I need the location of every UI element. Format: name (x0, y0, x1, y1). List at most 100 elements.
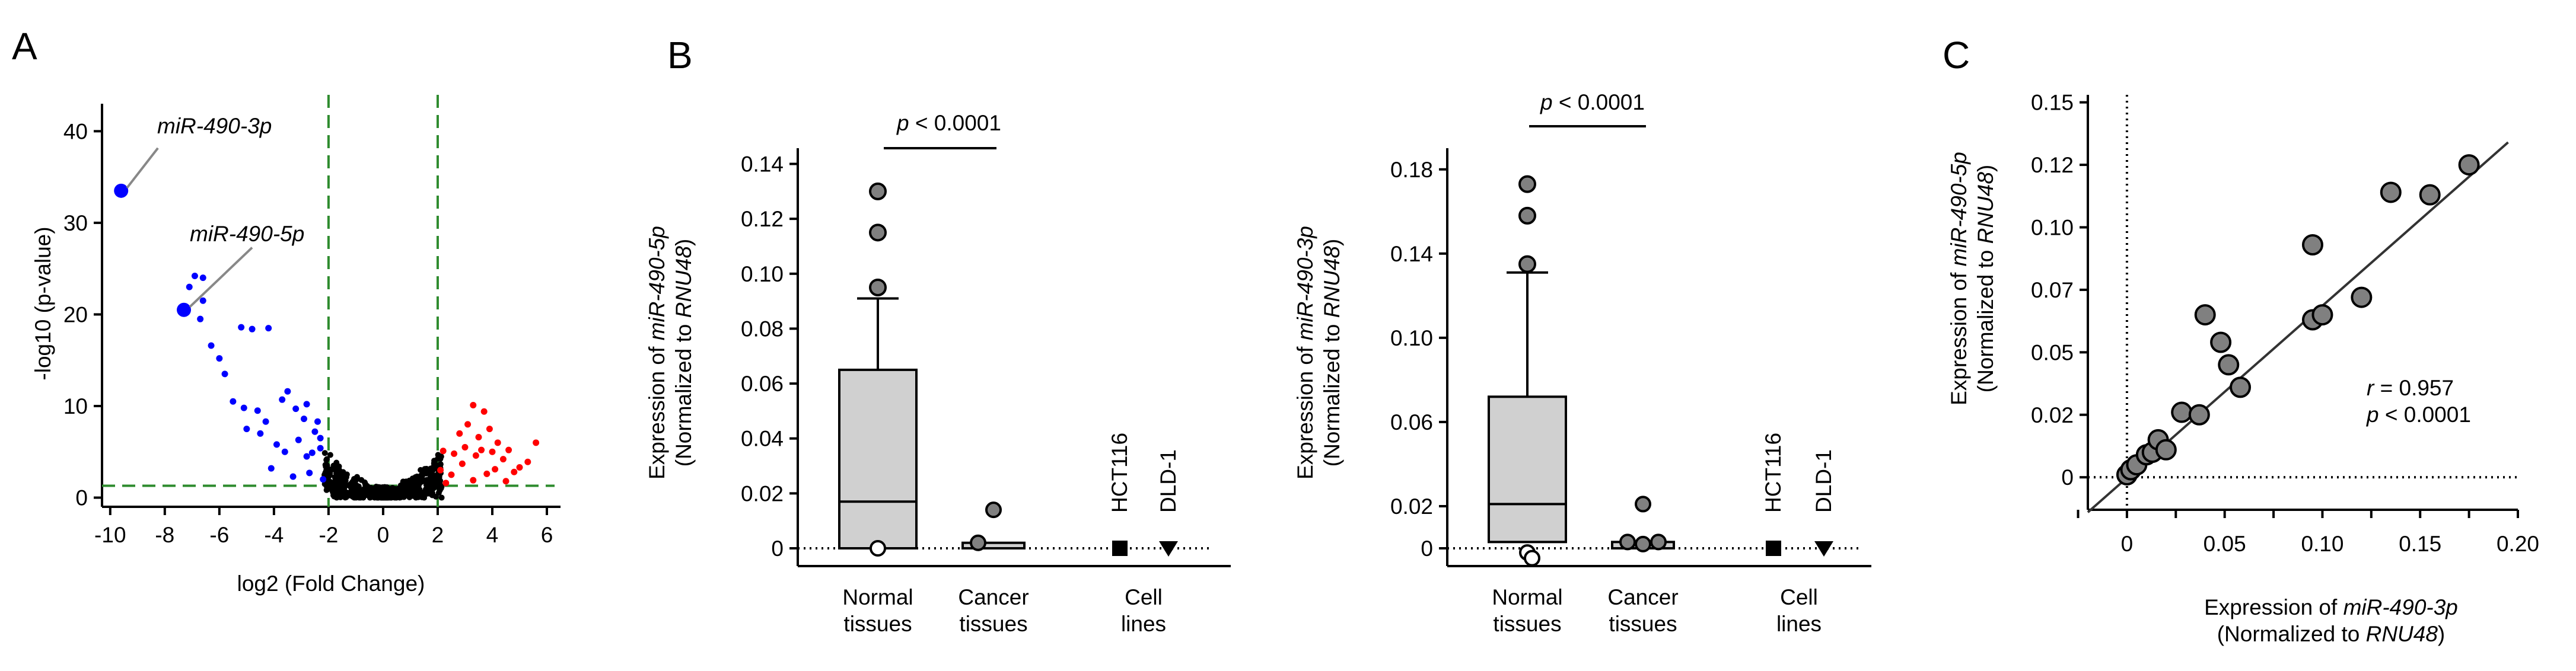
b2-y-label-line2-prefix: (Normalized to (1320, 318, 1344, 466)
volcano-point-up (492, 466, 499, 473)
c-y-tick-label: 0.02 (2031, 403, 2074, 427)
c-y-tick-label: 0.05 (2031, 340, 2074, 365)
b1-y-label-line2-suffix: ) (671, 239, 696, 246)
volcano-point-down (197, 315, 204, 322)
c-data-point (2230, 376, 2252, 398)
b2-hct116-label: HCT116 (1761, 433, 1785, 513)
panel-label-c: C (1943, 34, 1970, 76)
volcano-y-tick-label: 30 (63, 211, 88, 235)
volcano-point-up (448, 471, 455, 478)
volcano-point-down (191, 273, 198, 280)
volcano-point-ns (354, 474, 361, 480)
volcano-point-down (300, 416, 307, 423)
b1-y-label-line2-gene: RNU48 (671, 246, 696, 318)
volcano-point-ns (403, 489, 409, 496)
volcano-point-ns (416, 487, 423, 493)
volcano-point-ns (321, 450, 328, 456)
b1-y-tick-label: 0.04 (741, 427, 784, 451)
volcano-point-ns (348, 483, 355, 489)
b2-y-label-line2-suffix: ) (1320, 239, 1344, 246)
volcano-point-ns (429, 488, 435, 494)
b1-y-label-line2-prefix: (Normalized to (671, 318, 696, 466)
b1-normal-outlier (869, 182, 887, 200)
b2-normal-outlier (1518, 175, 1536, 193)
c-y-tick-label: 0 (2061, 465, 2074, 490)
c-x-label-line2-prefix: (Normalized to (2217, 622, 2366, 646)
volcano-point-up (437, 466, 444, 474)
volcano-point-ns (414, 477, 421, 484)
c-data-point (2311, 304, 2333, 326)
volcano-point-ns (384, 494, 390, 501)
volcano-x-tick-label: 4 (486, 523, 499, 547)
c-data-point (2419, 184, 2441, 206)
volcano-point-down (306, 469, 313, 477)
b2-y-label-line1-prefix: Expression of (1293, 340, 1317, 479)
c-data-point (2458, 154, 2480, 176)
volcano-point-ns (375, 484, 381, 490)
volcano-point-ns (410, 489, 417, 496)
volcano-point-ns (413, 482, 419, 488)
volcano-annotation-label: miR-490-5p (190, 222, 304, 246)
volcano-point-ns (340, 485, 347, 492)
volcano-point-ns (342, 475, 348, 481)
volcano-point-up (483, 470, 491, 477)
b2-category-label: Cell (1780, 585, 1818, 609)
c-y-label-line2-suffix: ) (1973, 165, 1998, 172)
c-data-point (2380, 181, 2402, 203)
b2-y-tick-label: 0 (1421, 536, 1433, 561)
volcano-point-down (314, 418, 321, 425)
volcano-y-tick-label: 10 (63, 394, 88, 418)
volcano-point-up (440, 448, 447, 455)
c-data-point (2351, 286, 2373, 308)
volcano-point-down (254, 407, 261, 414)
b1-hct116-marker (1112, 541, 1128, 556)
volcano-point-up (464, 421, 472, 428)
volcano-point-down (273, 441, 280, 448)
volcano-point-down (199, 297, 206, 304)
volcano-point-ns (358, 491, 364, 497)
c-data-point (2155, 439, 2177, 461)
volcano-point-up (499, 456, 507, 463)
b1-y-tick-label: 0.14 (741, 152, 784, 177)
b2-y-tick-label: 0.18 (1390, 158, 1433, 182)
volcano-point-down (289, 473, 297, 480)
c-data-point (2171, 401, 2193, 423)
b2-y-label: Expression of miR-490-3p (Normalized to … (1293, 226, 1344, 480)
volcano-point-ns (378, 494, 384, 501)
c-r-stat: r = 0.957 (2367, 376, 2454, 400)
c-y-tick-label: 0.07 (2031, 278, 2074, 302)
volcano-point-ns (431, 460, 438, 466)
b2-cancer-outlier (1650, 533, 1667, 551)
box-plot-5p: 0 0.02 0.04 0.06 0.08 0.10 0.12 0.14 HCT116 DLD-… (645, 111, 1231, 636)
c-r-value: = 0.957 (2374, 376, 2454, 400)
b1-y-tick-label: 0.02 (741, 481, 784, 506)
b1-category-label: Cancer (958, 585, 1029, 609)
b1-normal-outlier (869, 223, 887, 242)
b2-category-label: tissues (1493, 612, 1561, 636)
b1-category-label: Cell (1125, 585, 1163, 609)
volcano-x-tick-label: -4 (264, 523, 284, 547)
volcano-y-tick-label: 0 (75, 486, 88, 510)
b2-normal-outlier (1518, 255, 1536, 273)
volcano-point-ns (418, 466, 424, 473)
volcano-point-ns (423, 465, 429, 472)
c-data-point (2210, 331, 2232, 353)
c-x-tick-label: 0.10 (2301, 532, 2343, 556)
panel-label-a: A (12, 25, 37, 68)
volcano-point-up (442, 480, 450, 487)
volcano-point-up (458, 460, 466, 467)
b1-normal-outlier (869, 278, 887, 296)
b1-y-tick-label: 0.12 (741, 207, 784, 231)
volcano-point-up (461, 444, 469, 451)
volcano-point-up (486, 426, 493, 433)
volcano-point-up (478, 446, 485, 453)
c-p-stat: p < 0.0001 (2366, 402, 2471, 427)
b1-category-label: tissues (843, 612, 912, 636)
b1-sig-p: p (896, 111, 909, 135)
c-p-value: < 0.0001 (2379, 402, 2471, 427)
volcano-x-tick-label: -10 (94, 523, 126, 547)
b2-normal-box (1488, 395, 1567, 544)
volcano-annotation-leader (126, 147, 159, 189)
volcano-point-up (511, 468, 518, 475)
volcano-annotation-label: miR-490-3p (157, 114, 272, 138)
